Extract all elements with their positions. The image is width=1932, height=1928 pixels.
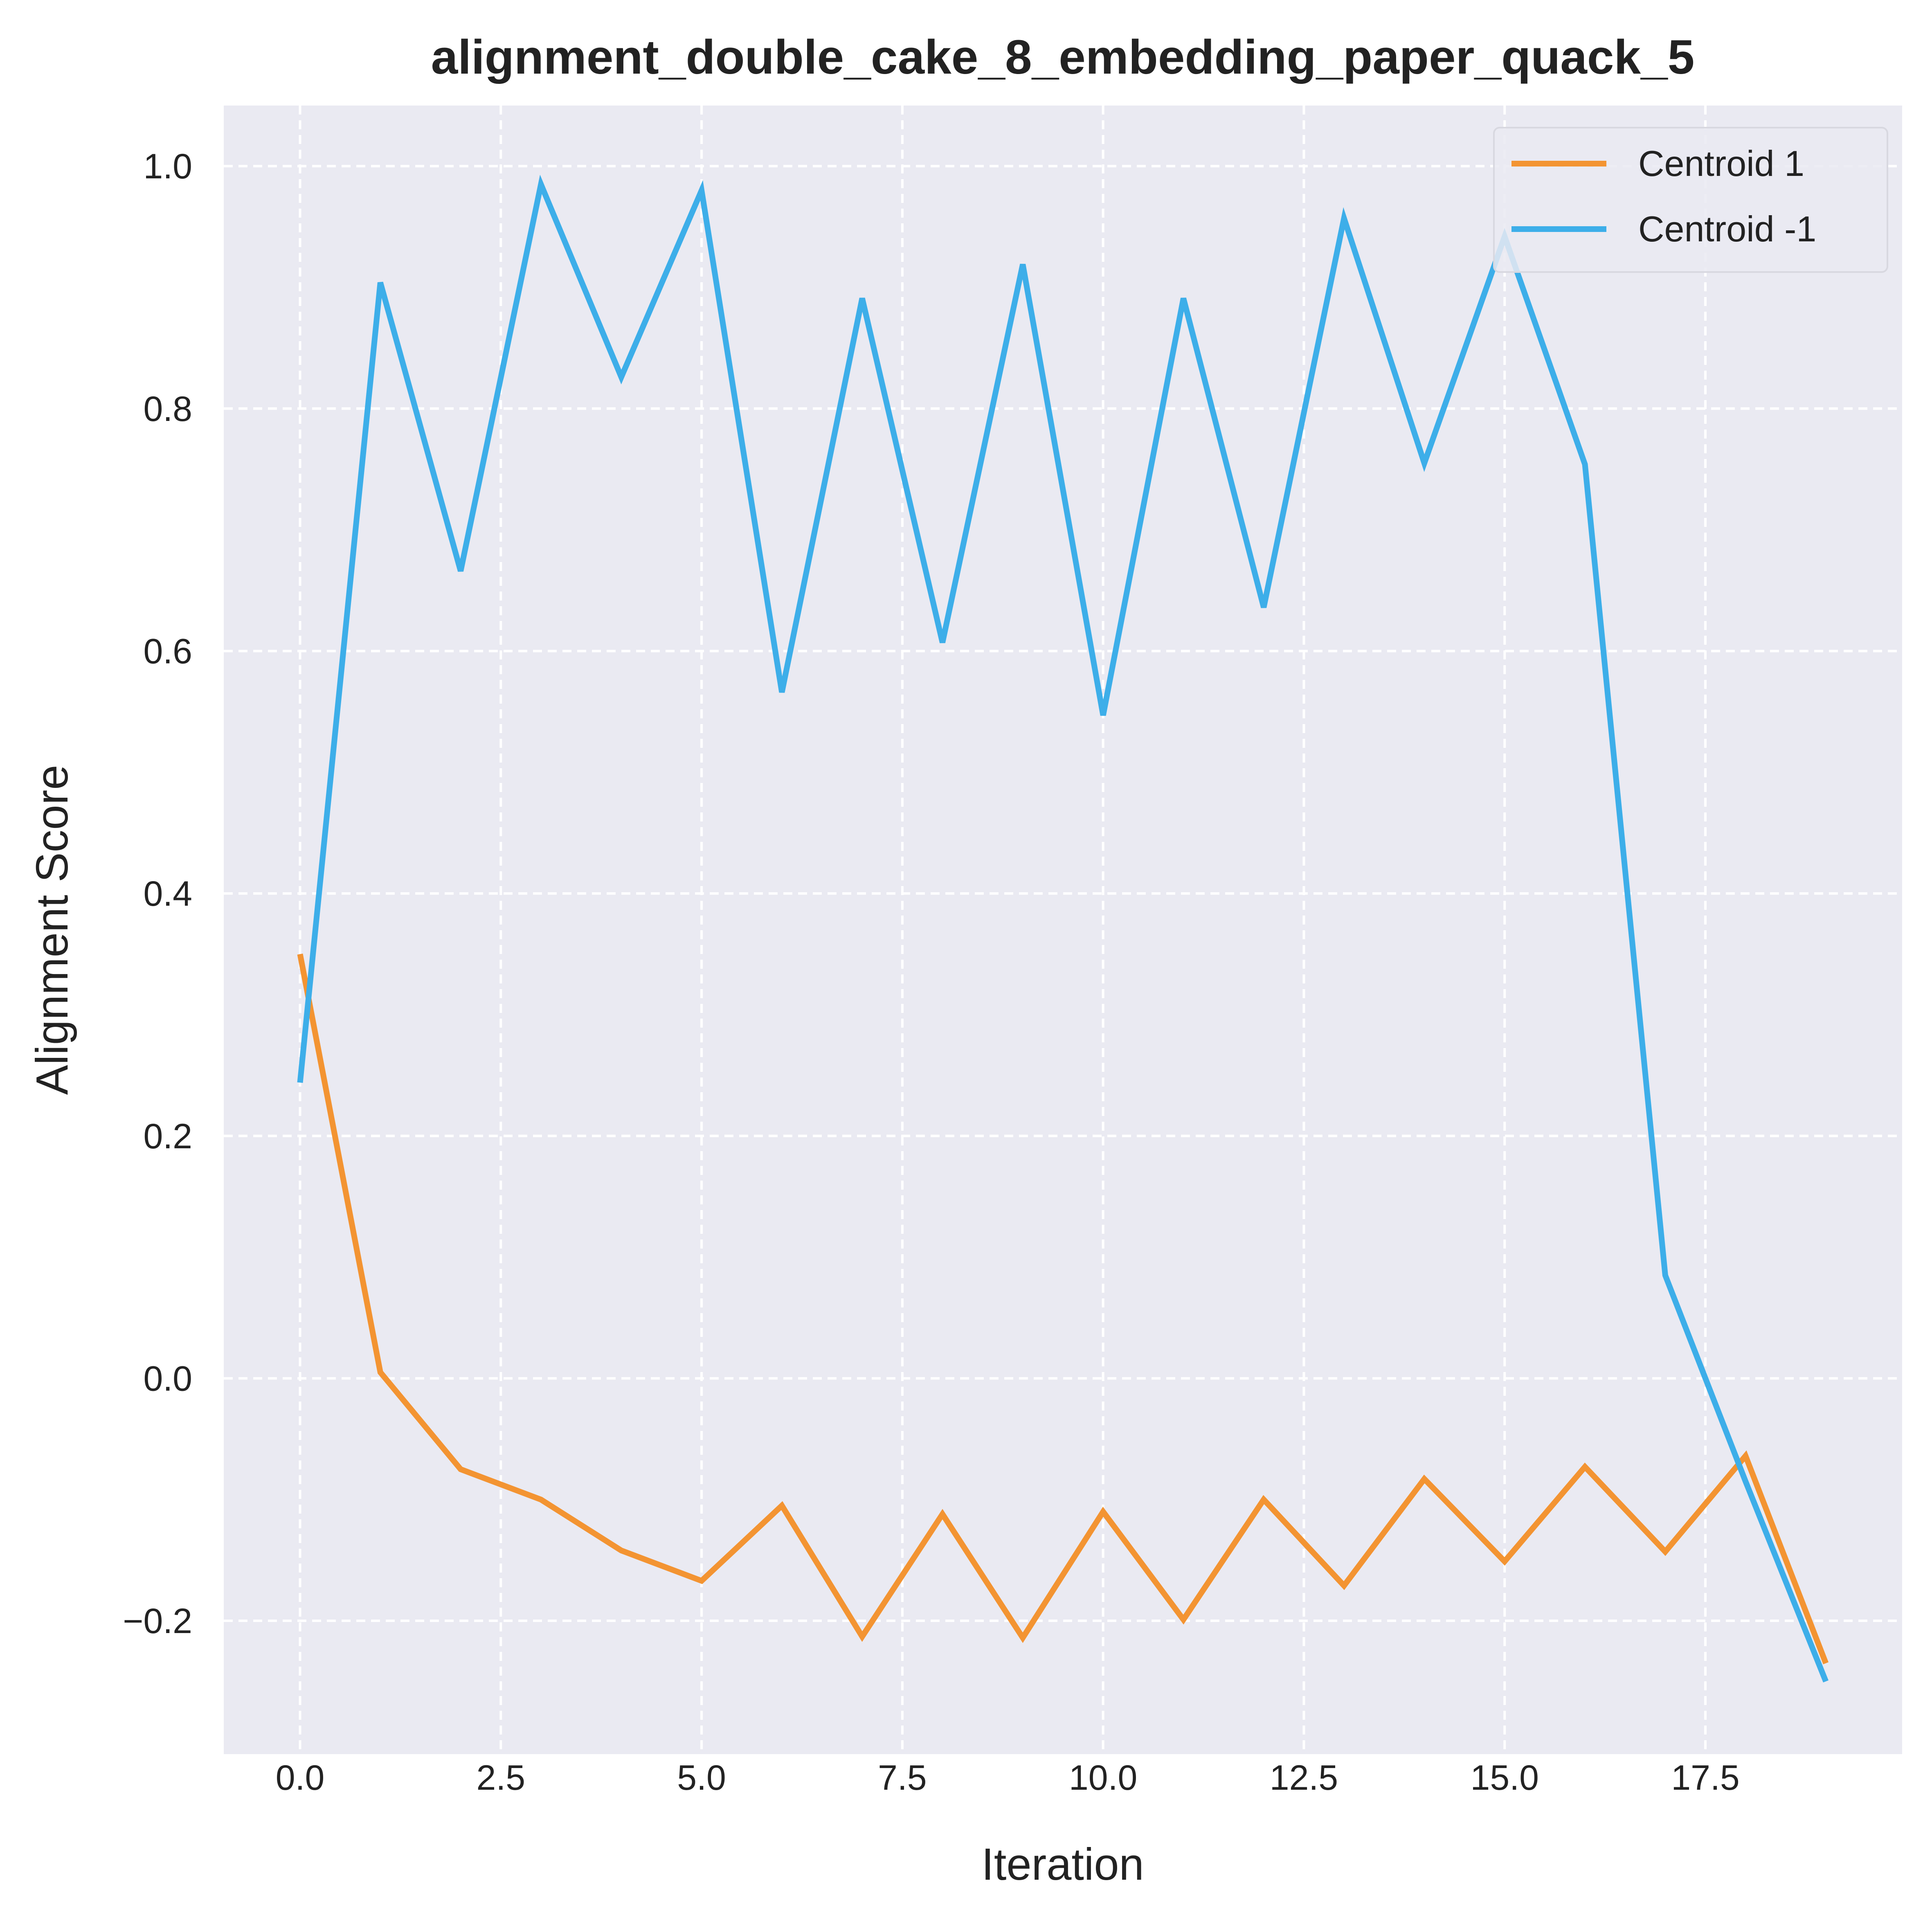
x-axis-label: Iteration <box>981 1839 1144 1890</box>
y-tick-label: 0.8 <box>143 389 192 429</box>
series-lines <box>297 175 1829 1683</box>
legend: Centroid 1 Centroid -1 <box>1493 127 1888 273</box>
x-tick-label: 12.5 <box>1270 1758 1338 1798</box>
legend-label-centroid-1: Centroid 1 <box>1638 143 1804 184</box>
y-axis-label: Alignment Score <box>27 765 77 1095</box>
y-tick-label: 0.0 <box>143 1359 192 1398</box>
x-tick-label: 15.0 <box>1471 1758 1539 1798</box>
y-tick-label: 1.0 <box>143 147 192 186</box>
grid <box>224 106 1902 1754</box>
x-tick-label: 17.5 <box>1671 1758 1739 1798</box>
x-tick-label: 5.0 <box>677 1758 726 1798</box>
legend-label-centroid-neg-1: Centroid -1 <box>1638 209 1816 249</box>
x-tick-label: 2.5 <box>477 1758 526 1798</box>
y-tick-label: 0.6 <box>143 632 192 671</box>
y-tick-label: 0.4 <box>143 874 192 913</box>
series-line-centroid-neg-1 <box>297 175 1829 1683</box>
x-tick-label: 0.0 <box>276 1758 325 1798</box>
y-tick-label: −0.2 <box>123 1602 192 1641</box>
x-tick-label: 7.5 <box>878 1758 927 1798</box>
series-line-centroid-1 <box>297 953 1829 1665</box>
y-axis-ticks: −0.2 0.0 0.2 0.4 0.6 0.8 1.0 <box>123 147 192 1641</box>
y-tick-label: 0.2 <box>143 1117 192 1156</box>
plot-background <box>224 106 1902 1754</box>
chart-title: alignment_double_cake_8_embedding_paper_… <box>431 30 1695 84</box>
x-axis-ticks: 0.0 2.5 5.0 7.5 10.0 12.5 15.0 17.5 <box>276 1758 1740 1798</box>
x-tick-label: 10.0 <box>1069 1758 1137 1798</box>
